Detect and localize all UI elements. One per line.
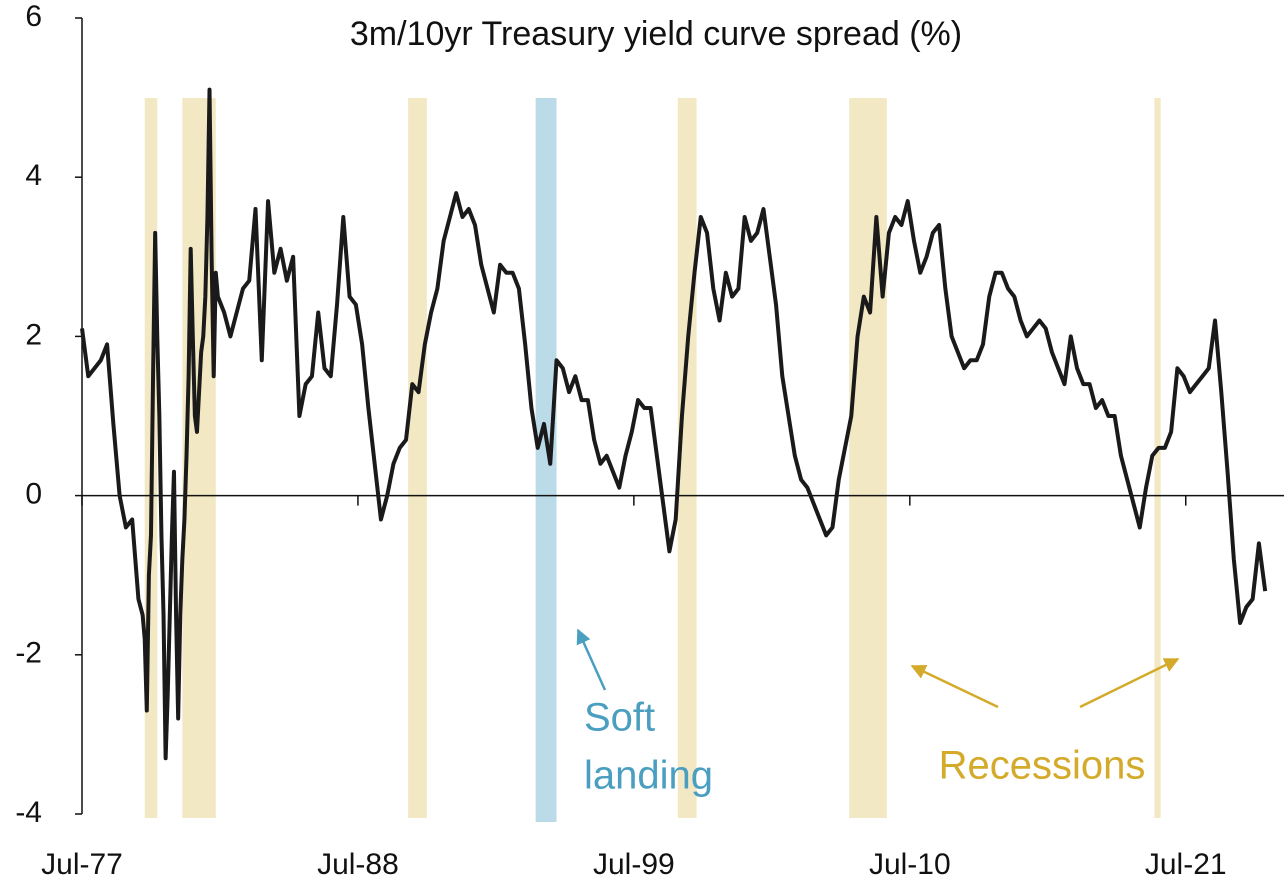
x-tick-label: Jul-10 — [869, 848, 951, 881]
y-tick-label: 4 — [25, 159, 42, 192]
y-tick-label: -4 — [15, 796, 42, 829]
plot — [80, 87, 1268, 761]
x-tick-label: Jul-21 — [1145, 848, 1227, 881]
x-tick-label: Jul-99 — [593, 848, 675, 881]
recession-band — [849, 98, 887, 818]
y-tick-label: -2 — [15, 637, 42, 670]
recessions-arrow — [1079, 657, 1180, 709]
axes: -4 -2 0 2 4 6 Jul-77 Jul-88 Jul-99 Jul-10 Jul-21 — [15, 0, 1284, 881]
chart-title: 3m/10yr Treasury yield curve spread (%) — [350, 15, 962, 53]
x-tick-label: Jul-88 — [317, 848, 399, 881]
y-tick-label: 6 — [25, 0, 42, 33]
soft-landing-label: landing — [584, 754, 713, 798]
recession-band — [408, 98, 427, 818]
series-line — [80, 87, 1268, 761]
recessions-label: Recessions — [939, 744, 1146, 788]
y-tick-label: 2 — [25, 318, 42, 351]
soft-landing-arrow — [576, 628, 607, 691]
y-tick-label: 0 — [25, 478, 42, 511]
recession-band — [677, 98, 697, 818]
x-tick-label: Jul-77 — [41, 848, 123, 881]
recessions-arrow — [910, 664, 999, 709]
soft-landing-label: Soft — [584, 696, 655, 740]
soft-landing-band — [535, 98, 557, 822]
recession-band — [1154, 98, 1161, 818]
